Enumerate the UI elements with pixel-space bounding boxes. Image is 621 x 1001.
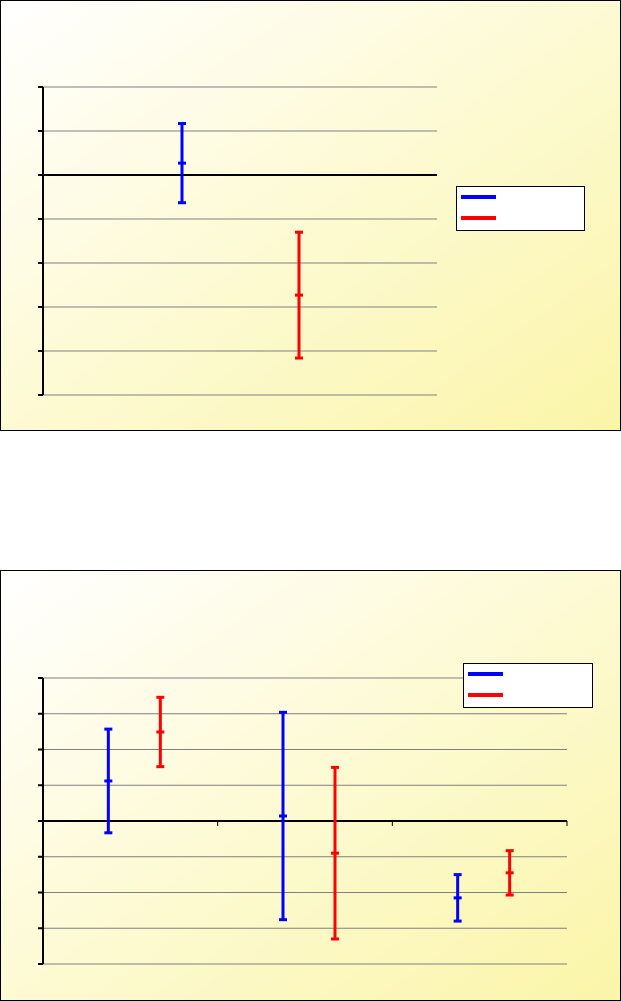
chart [0, 570, 621, 1001]
legend [456, 186, 585, 231]
legend [463, 663, 593, 708]
chart [0, 0, 621, 431]
